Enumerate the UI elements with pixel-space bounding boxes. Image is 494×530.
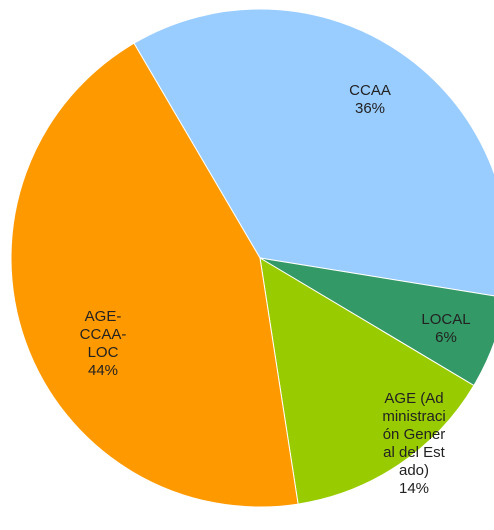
pie-slice [259,257,475,505]
category-label: AGE (Administración General del Estado) [382,390,446,479]
value-label: 6% [435,329,457,346]
slice-label: AGE-CCAA-LOC 44% [75,308,131,380]
category-label: AGE-CCAA-LOC [79,308,127,361]
slice-label: CCAA 36% [340,82,400,118]
category-label: CCAA [349,82,391,99]
category-label: LOCAL [421,311,471,328]
slice-label: LOCAL 6% [411,311,481,347]
value-label: 44% [87,362,119,379]
slice-label: AGE (Administración General del Estado) 1… [380,390,448,498]
value-label: 14% [398,480,430,497]
pie-slice [10,42,299,508]
value-label: 36% [354,100,386,117]
pie-slice [133,8,494,297]
